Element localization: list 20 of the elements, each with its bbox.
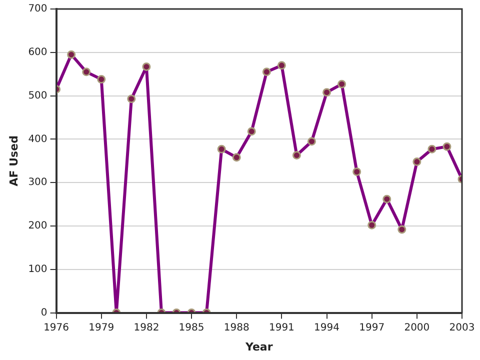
x-axis-title: Year [244,340,274,354]
x-tick-label: 1997 [359,322,385,334]
y-axis-title: AF Used [7,136,20,186]
y-tick-label: 200 [28,220,48,232]
x-tick-label: 1988 [224,322,250,334]
y-tick-label: 100 [28,264,48,275]
x-tick-label: 1976 [44,322,70,334]
x-tick-label: 2000 [404,322,430,334]
x-tick-label: 1985 [178,322,204,334]
y-tick-label: 300 [28,177,48,188]
y-tick-label: 500 [28,90,48,102]
x-tick-label: 1982 [134,322,160,334]
x-tick-label: 2003 [449,322,475,334]
y-tick-label: 600 [28,46,48,58]
x-tick-label: 1979 [88,322,114,334]
y-tick-label: 400 [28,134,48,145]
x-tick-label: 1991 [268,322,294,334]
y-tick-label: 0 [40,307,48,318]
y-tick-label: 700 [28,4,48,15]
x-tick-label: 1994 [314,322,340,334]
